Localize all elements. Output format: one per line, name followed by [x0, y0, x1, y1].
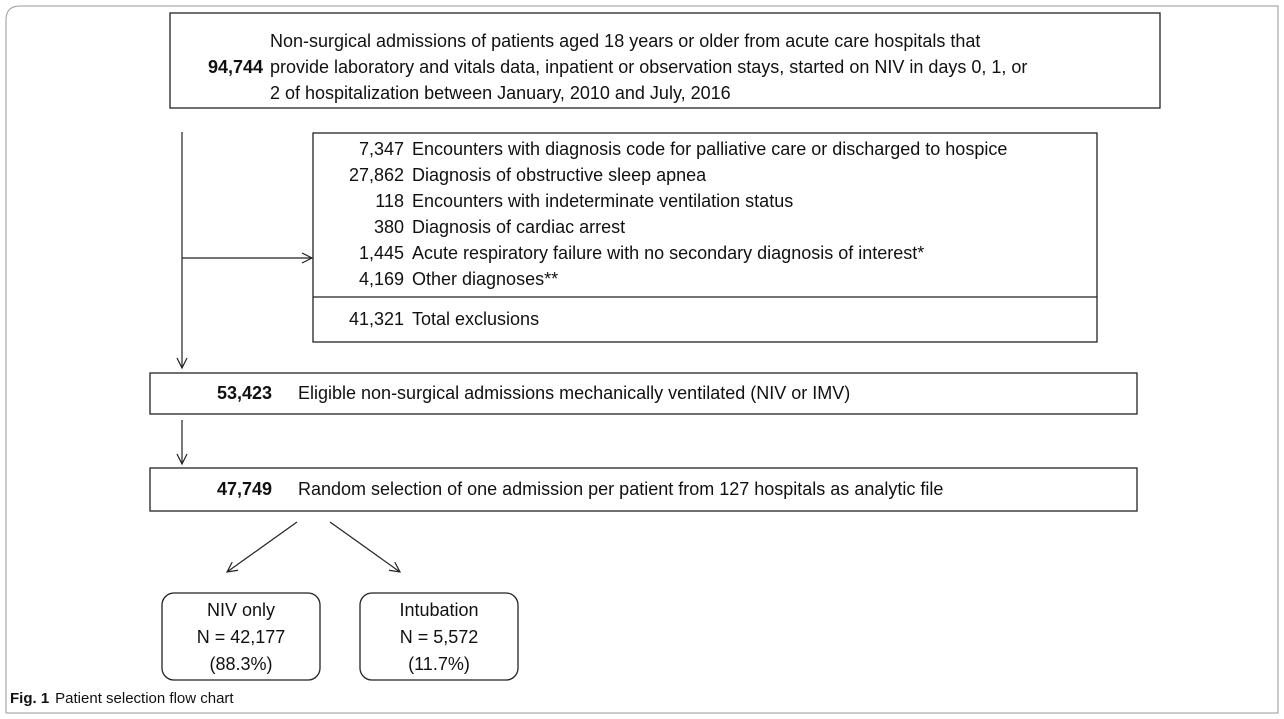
exclusion-label: Encounters with diagnosis code for palli…	[412, 139, 1007, 159]
initial-line: Non-surgical admissions of patients aged…	[270, 31, 980, 51]
outcome-box	[359, 592, 519, 681]
initial-count: 94,744	[208, 57, 263, 77]
initial-box	[169, 12, 1161, 109]
initial-line: provide laboratory and vitals data, inpa…	[270, 57, 1027, 77]
exclusion-count: 118	[375, 191, 404, 211]
exclusion-label: Diagnosis of obstructive sleep apnea	[412, 165, 707, 185]
eligible-count: 53,423	[217, 383, 272, 403]
eligible-label: Eligible non-surgical admissions mechani…	[298, 383, 850, 403]
exclusion-count: 380	[374, 217, 404, 237]
exclusion-label: Diagnosis of cardiac arrest	[412, 217, 625, 237]
outcome-n: N = 42,177	[197, 627, 286, 647]
frame	[5, 5, 1279, 714]
outcome-label: Intubation	[399, 600, 478, 620]
selection-count: 47,749	[217, 479, 272, 499]
exclusion-list: 7,347 Encounters with diagnosis code for …	[349, 139, 1007, 289]
arrow	[227, 521, 298, 572]
initial-line: 2 of hospitalization between January, 20…	[270, 83, 731, 103]
outcome-pct: (88.3%)	[209, 654, 272, 674]
exclusion-label: Other diagnoses**	[412, 269, 558, 289]
exclusion-count: 7,347	[359, 139, 404, 159]
selection-box	[149, 467, 1138, 512]
exclusion-label: Encounters with indeterminate ventilatio…	[412, 191, 793, 211]
outcome-n: N = 5,572	[400, 627, 479, 647]
total-count: 41,321	[349, 309, 404, 329]
outcome-pct: (11.7%)	[408, 654, 470, 674]
exclusion-count: 4,169	[359, 269, 404, 289]
arrow	[329, 521, 400, 572]
exclusion-count: 1,445	[359, 243, 404, 263]
outcome-label: NIV only	[207, 600, 275, 620]
total-label: Total exclusions	[412, 309, 539, 329]
exclusions-box	[312, 132, 1098, 343]
caption-label: Fig. 1	[10, 690, 49, 707]
exclusion-count: 27,862	[349, 165, 404, 185]
exclusion-label: Acute respiratory failure with no second…	[412, 243, 924, 263]
caption: Fig. 1 Patient selection flow chart	[10, 690, 234, 707]
eligible-box	[149, 372, 1138, 415]
caption-text: Patient selection flow chart	[55, 690, 234, 707]
outcome-box	[161, 592, 321, 681]
selection-label: Random selection of one admission per pa…	[298, 479, 943, 499]
